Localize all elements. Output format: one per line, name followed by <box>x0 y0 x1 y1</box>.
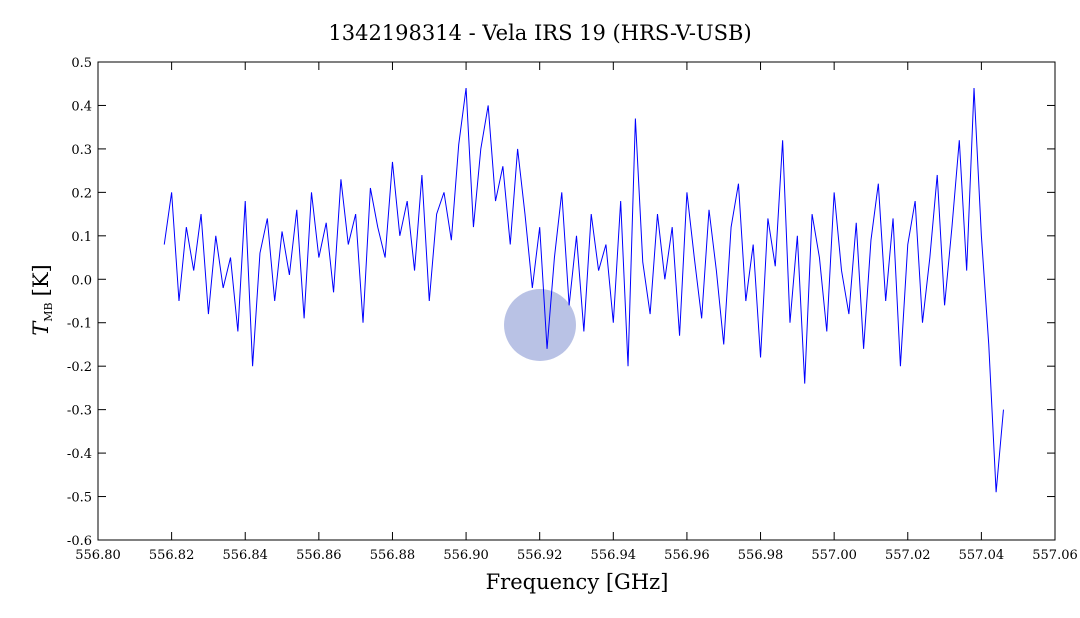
y-tick-label: -0.4 <box>67 447 92 462</box>
x-tick-label: 556.84 <box>222 548 268 563</box>
x-tick-label: 556.98 <box>738 548 784 563</box>
x-tick-label: 556.88 <box>370 548 416 563</box>
x-tick-label: 556.82 <box>149 548 195 563</box>
x-tick-label: 556.80 <box>75 548 121 563</box>
x-axis-label: Frequency [GHz] <box>486 570 669 594</box>
x-tick-label: 556.90 <box>443 548 489 563</box>
x-tick-label: 557.04 <box>959 548 1005 563</box>
x-tick-label: 557.06 <box>1032 548 1078 563</box>
x-tick-label: 557.02 <box>885 548 931 563</box>
y-tick-label: 0.4 <box>71 99 92 114</box>
logo-watermark <box>504 289 576 361</box>
y-label-unit: [K] <box>29 264 53 296</box>
x-tick-label: 556.86 <box>296 548 342 563</box>
y-tick-label: 0.0 <box>71 273 92 288</box>
chart-title: 1342198314 - Vela IRS 19 (HRS-V-USB) <box>328 21 751 45</box>
x-tick-label: 556.94 <box>591 548 637 563</box>
y-tick-label: -0.2 <box>67 360 92 375</box>
y-tick-label: -0.5 <box>67 491 92 506</box>
y-label-symbol: T <box>29 320 53 336</box>
y-tick-label: -0.6 <box>67 534 92 549</box>
y-axis-label: TMB [K] <box>29 264 55 335</box>
x-tick-label: 556.96 <box>664 548 710 563</box>
spectrum-line <box>163 88 1004 493</box>
y-tick-label: -0.3 <box>67 404 92 419</box>
y-label-subscript: MB <box>42 302 55 321</box>
x-tick-label: 556.92 <box>517 548 563 563</box>
y-tick-label: 0.3 <box>71 143 92 158</box>
plot-frame <box>97 61 1056 541</box>
y-tick-label: 0.2 <box>71 186 92 201</box>
y-tick-label: -0.1 <box>67 317 92 332</box>
y-tick-label: 0.1 <box>71 230 92 245</box>
x-tick-label: 557.00 <box>811 548 857 563</box>
y-tick-label: 0.5 <box>71 56 92 71</box>
